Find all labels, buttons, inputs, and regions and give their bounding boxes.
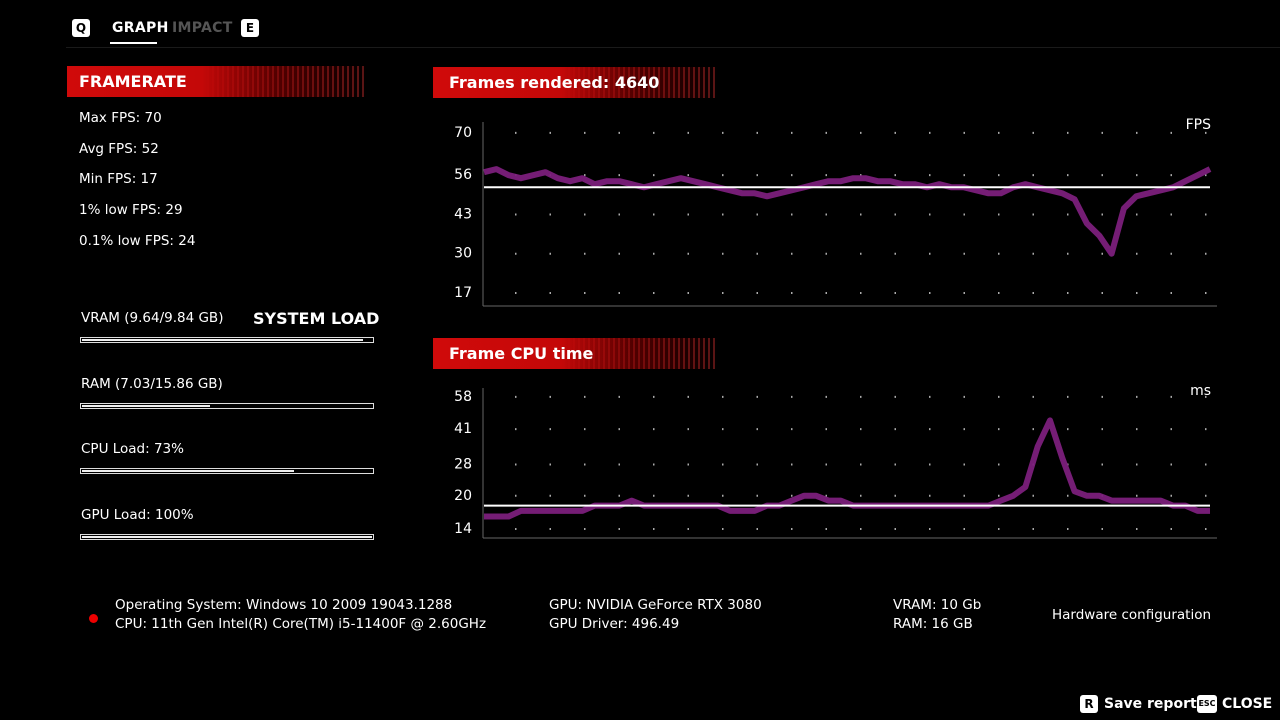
y-tick-label: 41: [454, 421, 472, 437]
section-header: FRAMERATE: [67, 66, 367, 97]
button-key[interactable]: ESC: [1197, 695, 1217, 713]
stat: Min FPS: 17: [79, 171, 158, 188]
load-bar-fill: [82, 470, 294, 472]
load-bar-fill: [82, 404, 210, 407]
button-key[interactable]: R: [1080, 695, 1098, 713]
stat: Avg FPS: 52: [79, 140, 159, 157]
hw-text: Operating System: Windows 10 2009 19043.…: [115, 597, 453, 613]
hw-title: Hardware configuration: [1052, 607, 1212, 623]
load-label: CPU Load: 73%: [81, 441, 184, 457]
tab-key[interactable]: Q: [72, 19, 90, 37]
chart-header: Frames rendered: 4640: [433, 67, 718, 98]
load-bar-track: [80, 468, 374, 474]
hw-text: GPU Driver: 496.49: [549, 616, 680, 632]
unit-label: FPS: [1186, 117, 1211, 133]
tab-underline: [110, 42, 157, 44]
load-bar-track: [80, 533, 374, 540]
y-tick-label: 30: [454, 246, 472, 262]
status-dot: [89, 614, 98, 623]
load-label: VRAM (9.64/9.84 GB): [81, 310, 224, 326]
stat: Max FPS: 70: [79, 110, 162, 126]
load-bar-track: [80, 337, 374, 343]
button[interactable]: CLOSE: [1222, 696, 1273, 712]
data-line: [484, 417, 1210, 520]
hw-text: GPU: NVIDIA GeForce RTX 3080: [549, 597, 762, 613]
y-tick-label: 20: [454, 488, 472, 504]
y-tick-label: 17: [454, 285, 472, 301]
load-bar-fill: [82, 339, 364, 341]
tab[interactable]: IMPACT: [172, 20, 233, 36]
button[interactable]: Save report: [1104, 696, 1197, 712]
section-title: SYSTEM LOAD: [253, 309, 380, 328]
load-label: RAM (7.03/15.86 GB): [81, 375, 223, 392]
stat: 0.1% low FPS: 24: [79, 232, 196, 249]
y-tick-label: 43: [454, 206, 472, 222]
hw-text: RAM: 16 GB: [893, 616, 973, 632]
hw-text: CPU: 11th Gen Intel(R) Core(TM) i5-11400…: [115, 616, 487, 632]
y-tick-label: 14: [454, 521, 472, 537]
unit-label: ms: [1190, 383, 1211, 399]
y-tick-label: 28: [454, 457, 472, 473]
y-tick-label: 58: [454, 389, 472, 405]
load-bar-track: [80, 402, 374, 409]
chart-header: Frame CPU time: [433, 338, 718, 369]
load-bar-fill: [82, 535, 372, 538]
stat: 1% low FPS: 29: [79, 202, 183, 219]
load-label: GPU Load: 100%: [81, 506, 194, 523]
y-tick-label: 70: [454, 125, 472, 141]
hw-text: VRAM: 10 Gb: [893, 597, 982, 613]
tab-key[interactable]: E: [241, 19, 259, 37]
data-line: [483, 166, 1212, 257]
y-tick-label: 56: [454, 167, 472, 183]
tab[interactable]: GRAPH: [112, 20, 169, 36]
divider: [66, 47, 1280, 48]
